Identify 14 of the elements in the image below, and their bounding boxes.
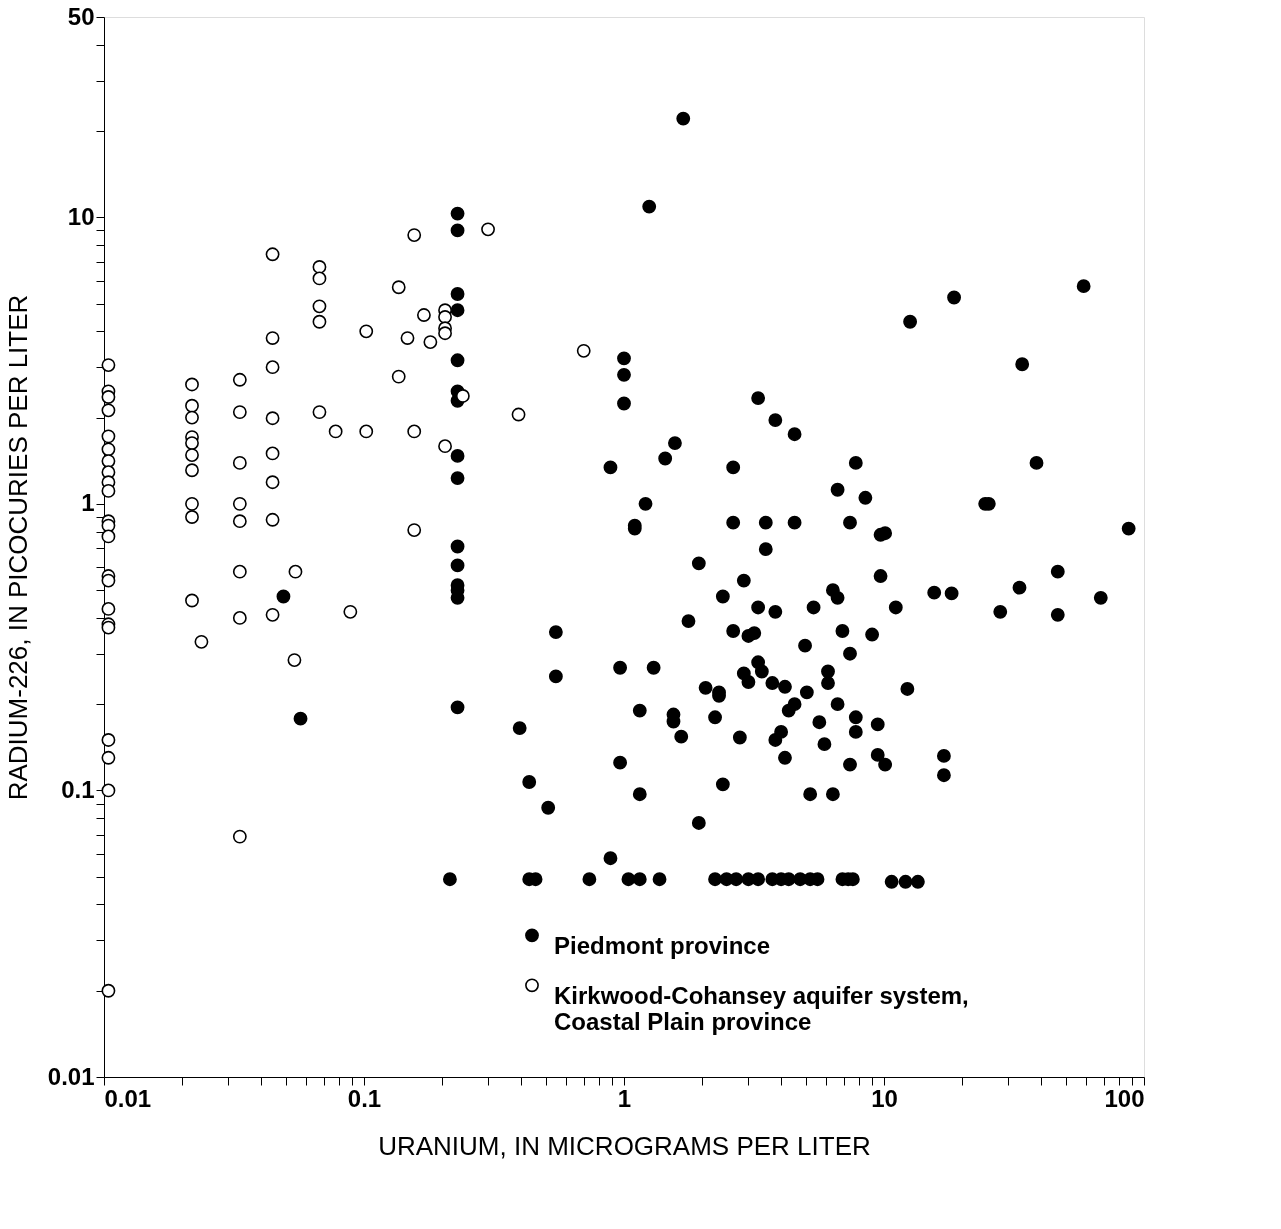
x-tick-label: 0.01 (104, 1084, 152, 1112)
x-tick-label: 100 (1104, 1084, 1145, 1112)
y-tick-label: 10 (67, 202, 95, 230)
legend-label: Piedmont province (554, 932, 771, 960)
y-tick-label: 0.01 (47, 1062, 95, 1090)
x-axis-title: URANIUM, IN MICROGRAMS PER LITER (378, 1130, 871, 1161)
x-tick-label: 0.1 (347, 1084, 382, 1112)
y-tick-label: 1 (81, 489, 95, 517)
legend-label: Kirkwood-Cohansey aquifer system, Coastal Plain province (554, 982, 969, 1036)
y-tick-label: 0.1 (61, 775, 95, 803)
y-axis-title: RADIUM-226, IN PICOCURIES PER LITER (2, 294, 33, 801)
x-tick-label: 10 (871, 1084, 898, 1112)
y-tick-label: 50 (67, 2, 95, 30)
x-tick-label: 1 (617, 1084, 632, 1112)
